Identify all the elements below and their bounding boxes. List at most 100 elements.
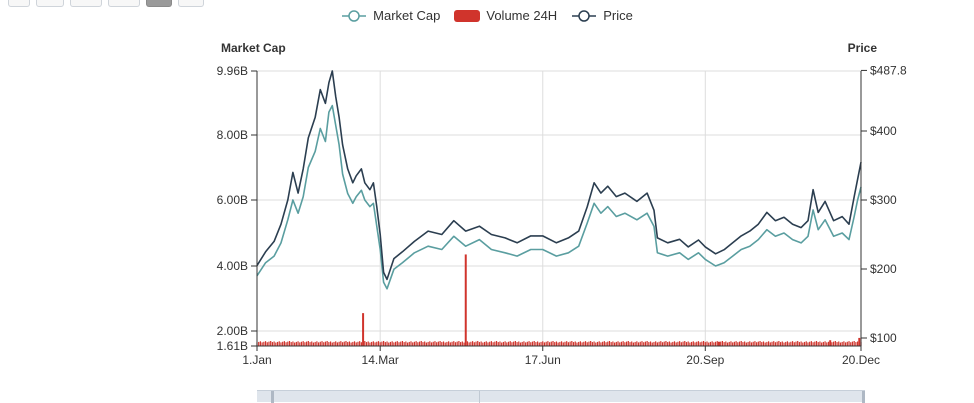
volume-bar xyxy=(333,341,335,346)
volume-bar xyxy=(372,341,374,346)
volume-bar xyxy=(389,341,392,346)
volume-bar xyxy=(682,341,684,346)
volume-bar xyxy=(436,342,438,346)
x-tick-label: 20.Dec xyxy=(842,353,880,367)
market-cap-line[interactable] xyxy=(256,104,862,290)
volume-bar xyxy=(513,341,515,346)
volume-spike[interactable] xyxy=(362,313,365,346)
volume-bar xyxy=(516,342,518,346)
volume-bar xyxy=(776,341,778,346)
volume-bar xyxy=(425,342,427,346)
volume-spike[interactable] xyxy=(829,340,832,346)
volume-bar xyxy=(347,342,349,346)
right-tick-label: $300 xyxy=(870,193,897,207)
left-tick-label: 6.00B xyxy=(217,193,248,207)
volume-bar xyxy=(591,342,593,346)
legend-item-market-cap[interactable]: Market Cap xyxy=(341,8,440,23)
volume-bar xyxy=(802,342,804,346)
volume-bar xyxy=(737,342,739,346)
volume-bar xyxy=(501,342,503,346)
volume-bar xyxy=(624,342,626,346)
volume-bar xyxy=(521,341,523,346)
volume-bar xyxy=(492,342,494,346)
volume-bar xyxy=(278,341,280,346)
volume-bar xyxy=(785,341,787,346)
legend-item-volume[interactable]: Volume 24H xyxy=(454,8,557,23)
legend-item-price[interactable]: Price xyxy=(571,8,633,23)
volume-bar xyxy=(319,341,321,346)
volume-bar xyxy=(528,341,530,346)
volume-bar xyxy=(607,341,609,346)
volume-bar xyxy=(434,341,436,346)
volume-bar xyxy=(312,342,315,346)
volume-bar xyxy=(685,342,688,346)
volume-bar xyxy=(588,341,590,346)
volume-bar xyxy=(412,342,414,346)
volume-bar xyxy=(843,341,845,346)
volume-bar xyxy=(614,342,616,346)
volume-bar xyxy=(759,341,761,346)
volume-bar xyxy=(790,341,792,346)
volume-bar xyxy=(417,342,419,346)
volume-bar xyxy=(807,342,809,346)
zoom-bar xyxy=(8,0,204,8)
volume-bar xyxy=(554,342,556,346)
volume-bar xyxy=(437,341,439,346)
volume-bar xyxy=(684,341,686,346)
volume-bar xyxy=(518,341,520,346)
volume-bar xyxy=(845,342,847,346)
volume-bar xyxy=(542,341,544,346)
volume-bar xyxy=(530,342,532,346)
volume-bar xyxy=(709,341,712,346)
volume-spike[interactable] xyxy=(464,254,467,346)
volume-bar xyxy=(833,341,835,346)
volume-bar xyxy=(454,342,457,346)
volume-bar xyxy=(749,341,751,346)
volume-bar xyxy=(475,341,477,346)
volume-bar xyxy=(578,341,580,346)
left-tick-label: 2.00B xyxy=(217,324,248,338)
volume-bar xyxy=(449,342,451,346)
volume-bar xyxy=(856,341,859,346)
volume-bar xyxy=(774,342,777,346)
volume-bar xyxy=(299,342,301,346)
zoom-button-1[interactable] xyxy=(8,0,30,7)
volume-bar xyxy=(264,341,267,346)
volume-bar xyxy=(355,342,357,346)
volume-bar xyxy=(762,341,765,346)
volume-bar xyxy=(396,341,398,346)
volume-bar xyxy=(282,341,284,346)
volume-bar xyxy=(809,341,811,346)
chart-navigator[interactable] xyxy=(257,390,865,403)
volume-bar xyxy=(742,342,744,346)
volume-bar xyxy=(381,341,383,346)
volume-bar xyxy=(610,342,612,346)
volume-bar xyxy=(754,341,756,346)
price-line[interactable] xyxy=(256,70,862,281)
volume-bar xyxy=(406,342,409,346)
zoom-button-6[interactable] xyxy=(178,0,204,7)
volume-spike[interactable] xyxy=(717,341,720,346)
volume-bar xyxy=(680,342,682,346)
volume-bar xyxy=(511,342,513,346)
volume-bar xyxy=(545,341,547,346)
volume-bar xyxy=(667,342,669,346)
zoom-button-5[interactable] xyxy=(146,0,172,7)
zoom-button-4[interactable] xyxy=(108,0,140,7)
navigator-right-handle[interactable] xyxy=(862,391,865,403)
volume-bar xyxy=(341,342,344,346)
navigator-left-handle[interactable] xyxy=(271,391,274,403)
volume-bar xyxy=(461,341,463,346)
volume-bar xyxy=(442,341,445,346)
volume-bar xyxy=(283,341,285,346)
volume-bar xyxy=(535,342,537,346)
zoom-button-3[interactable] xyxy=(70,0,102,7)
volume-spike[interactable] xyxy=(858,337,861,346)
volume-bar xyxy=(766,341,768,346)
volume-bar xyxy=(757,341,759,346)
plot-border xyxy=(256,70,862,347)
zoom-button-2[interactable] xyxy=(36,0,64,7)
volume-bar xyxy=(756,342,758,346)
volume-bar xyxy=(441,342,443,346)
